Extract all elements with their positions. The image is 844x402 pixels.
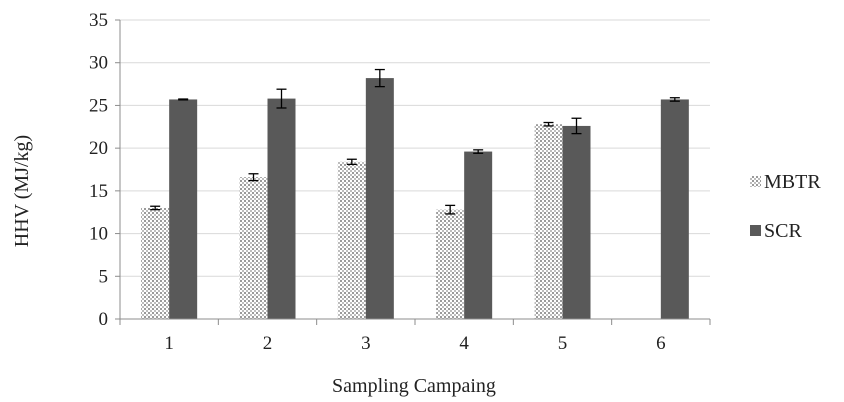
y-tick-label: 35 — [89, 10, 108, 31]
bar-scr-1 — [169, 99, 198, 319]
y-tick-labels: 0 5 10 15 20 25 30 35 — [89, 10, 108, 330]
x-tick-label: 5 — [558, 333, 568, 354]
axes — [115, 19, 711, 325]
bar-mbtr-1 — [141, 207, 170, 319]
y-tick-label: 30 — [89, 53, 108, 74]
bar-scr-3 — [365, 78, 394, 319]
x-axis-title: Sampling Campaing — [332, 375, 496, 397]
x-tick-label: 4 — [459, 333, 469, 354]
legend: MBTR SCR — [750, 171, 821, 242]
bar-mbtr-3 — [337, 161, 366, 319]
y-tick-label: 0 — [99, 309, 109, 330]
legend-label-scr: SCR — [764, 220, 802, 242]
bar-scr-2 — [267, 98, 296, 319]
legend-swatch-scr — [750, 225, 761, 236]
x-tick-label: 3 — [361, 333, 371, 354]
y-tick-label: 20 — [89, 138, 108, 159]
y-tick-label: 5 — [99, 266, 109, 287]
bar-scr-5 — [562, 125, 591, 319]
y-axis-title: HHV (MJ/kg) — [11, 135, 33, 247]
legend-label-mbtr: MBTR — [764, 171, 821, 193]
y-tick-label: 10 — [89, 224, 108, 245]
x-tick-labels: 1 2 3 4 5 6 — [164, 333, 665, 354]
bar-scr-4 — [464, 151, 493, 319]
bars — [141, 78, 689, 319]
x-tick-label: 1 — [164, 333, 174, 354]
x-tick-label: 2 — [263, 333, 273, 354]
x-tick-label: 6 — [656, 333, 666, 354]
y-tick-label: 15 — [89, 181, 108, 202]
bar-mbtr-5 — [534, 124, 563, 319]
error-bars — [150, 68, 680, 215]
bar-mbtr-2 — [239, 177, 268, 319]
y-tick-label: 25 — [89, 95, 108, 116]
bar-scr-6 — [660, 99, 689, 319]
legend-swatch-mbtr — [750, 176, 761, 187]
bar-mbtr-4 — [436, 209, 465, 319]
gridlines — [120, 19, 710, 277]
